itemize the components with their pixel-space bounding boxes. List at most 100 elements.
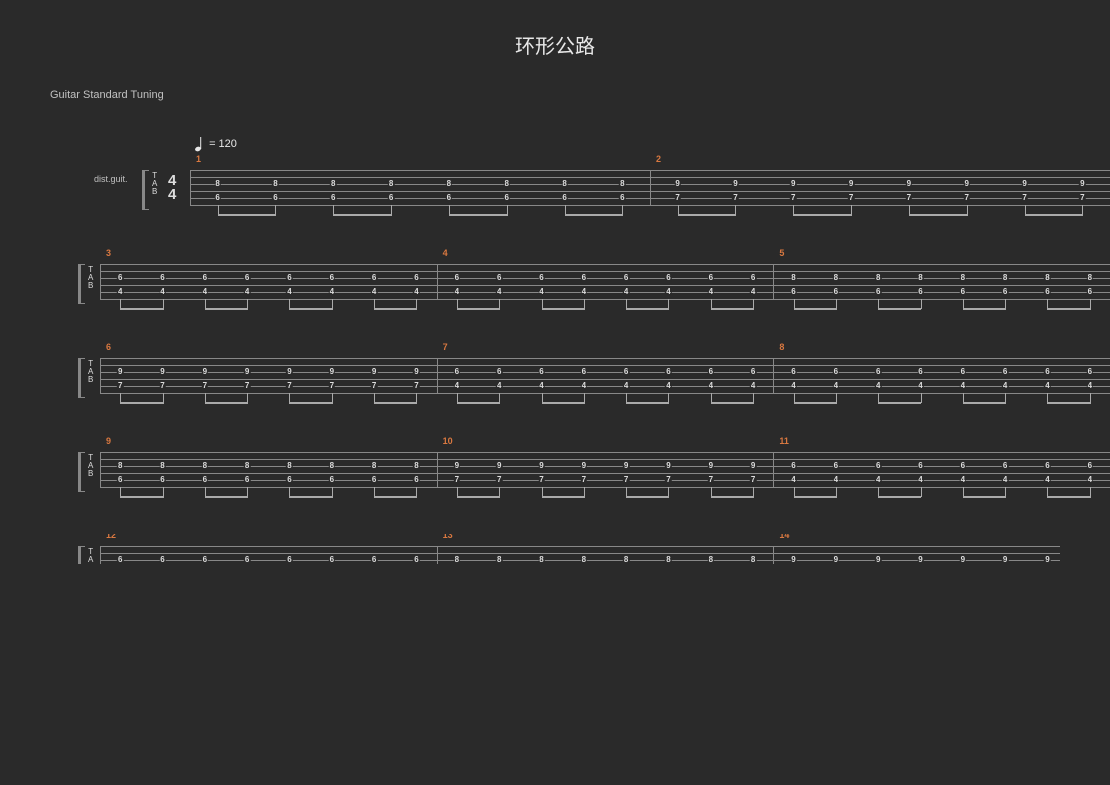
fret-number: 7 <box>159 382 165 390</box>
quarter-note-icon <box>195 136 204 152</box>
fret-number: 7 <box>329 382 335 390</box>
tab-sheet: 环形公路 Guitar Standard Tuning = 120 dist.g… <box>0 0 1110 594</box>
fret-number: 4 <box>665 382 671 390</box>
fret-number: 6 <box>1087 368 1093 376</box>
tempo-text: = 120 <box>209 138 237 150</box>
fret-number: 4 <box>286 288 292 296</box>
beam <box>449 214 508 216</box>
fret-number: 6 <box>665 368 671 376</box>
beam <box>963 402 1006 404</box>
fret-number: 9 <box>581 462 587 470</box>
fret-number: 4 <box>1044 476 1050 484</box>
fret-number: 8 <box>388 180 394 188</box>
fret-number: 6 <box>371 476 377 484</box>
fret-number: 9 <box>848 180 854 188</box>
fret-number: 8 <box>790 274 796 282</box>
barline <box>650 170 651 205</box>
string-line <box>100 487 1110 488</box>
fret-number: 9 <box>329 368 335 376</box>
staff-lines <box>100 452 1110 487</box>
fret-number: 6 <box>708 368 714 376</box>
fret-number: 6 <box>960 368 966 376</box>
fret-number: 7 <box>1021 194 1027 202</box>
beam <box>374 496 417 498</box>
measure-number: 10 <box>443 436 453 446</box>
fret-number: 8 <box>917 274 923 282</box>
string-line <box>100 285 1110 286</box>
fret-number: 6 <box>244 476 250 484</box>
song-title: 环形公路 <box>50 30 1060 59</box>
beam <box>1047 308 1090 310</box>
fret-number: 6 <box>159 556 165 564</box>
fret-number: 6 <box>159 476 165 484</box>
string-line <box>100 278 1110 279</box>
fret-number: 8 <box>496 556 502 564</box>
string-line <box>100 264 1110 265</box>
fret-number: 4 <box>496 288 502 296</box>
fret-number: 7 <box>413 382 419 390</box>
barline <box>437 546 438 564</box>
fret-number: 6 <box>454 368 460 376</box>
string-line <box>100 459 1110 460</box>
fret-number: 4 <box>750 382 756 390</box>
fret-number: 7 <box>848 194 854 202</box>
fret-number: 6 <box>708 274 714 282</box>
measure-number: 12 <box>106 534 116 540</box>
barline <box>773 264 774 299</box>
fret-number: 8 <box>214 180 220 188</box>
fret-number: 7 <box>454 476 460 484</box>
barline <box>190 170 191 205</box>
fret-number: 9 <box>790 556 796 564</box>
fret-number: 8 <box>454 556 460 564</box>
staff-system: TAB1266666666444444441388888888666666661… <box>50 534 1060 564</box>
beam <box>205 402 248 404</box>
fret-number: 6 <box>833 368 839 376</box>
string-line <box>190 205 1110 206</box>
beam <box>542 402 585 404</box>
string-line <box>100 466 1110 467</box>
beam <box>205 496 248 498</box>
fret-number: 4 <box>1087 382 1093 390</box>
fret-number: 7 <box>790 194 796 202</box>
fret-number: 6 <box>413 476 419 484</box>
fret-number: 6 <box>272 194 278 202</box>
fret-number: 8 <box>371 462 377 470</box>
tab-clef: TAB <box>88 360 93 384</box>
fret-number: 8 <box>619 180 625 188</box>
fret-number: 4 <box>1002 476 1008 484</box>
beam <box>963 308 1006 310</box>
tab-staff: 1888888886666666629999999977777777 <box>190 158 1110 214</box>
fret-number: 4 <box>371 288 377 296</box>
fret-number: 4 <box>917 476 923 484</box>
barline <box>773 546 774 564</box>
fret-number: 7 <box>286 382 292 390</box>
fret-number: 6 <box>750 368 756 376</box>
beam <box>120 402 163 404</box>
fret-number: 7 <box>117 382 123 390</box>
fret-number: 4 <box>413 288 419 296</box>
fret-number: 8 <box>244 462 250 470</box>
tab-clef: TAB <box>88 454 93 478</box>
beam <box>711 308 754 310</box>
beam <box>626 402 669 404</box>
string-line <box>100 271 1110 272</box>
fret-number: 6 <box>202 274 208 282</box>
tuning-label: Guitar Standard Tuning <box>50 89 1060 101</box>
beam <box>909 214 968 216</box>
fret-number: 7 <box>202 382 208 390</box>
fret-number: 9 <box>1079 180 1085 188</box>
measure-number: 1 <box>196 154 201 164</box>
fret-number: 9 <box>371 368 377 376</box>
fret-number: 8 <box>1002 274 1008 282</box>
fret-number: 9 <box>1021 180 1027 188</box>
fret-number: 8 <box>833 274 839 282</box>
fret-number: 6 <box>1087 288 1093 296</box>
fret-number: 7 <box>371 382 377 390</box>
barline <box>100 264 101 299</box>
fret-number: 4 <box>623 382 629 390</box>
fret-number: 6 <box>917 462 923 470</box>
fret-number: 6 <box>330 194 336 202</box>
fret-number: 8 <box>875 274 881 282</box>
fret-number: 6 <box>960 288 966 296</box>
beam <box>878 308 921 310</box>
